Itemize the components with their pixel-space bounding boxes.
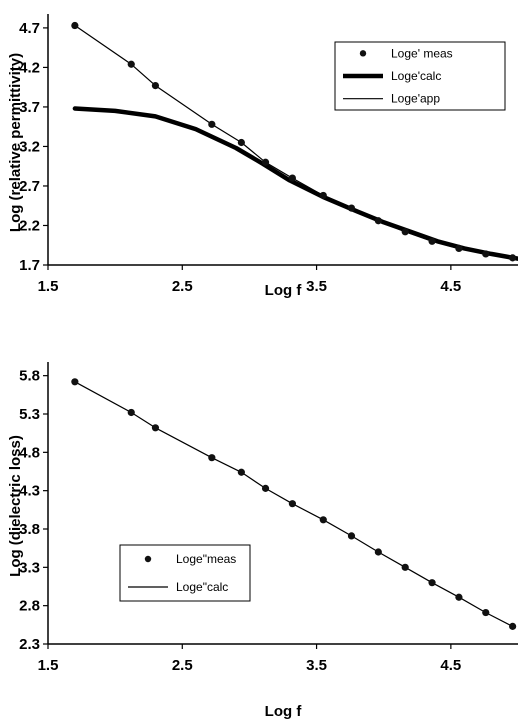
x-axis-title: Log f [265,282,303,299]
x-tick-label: 3.5 [306,278,327,295]
data-point [509,622,517,630]
y-axis-title: Log (relative permittivity) [7,53,24,232]
data-point [71,378,79,386]
y-tick-label: 3.8 [19,521,40,538]
data-point [482,608,490,617]
y-tick-label: 5.8 [19,368,40,385]
data-point [455,244,463,253]
data-point [288,500,296,508]
y-tick-label: 2.7 [19,178,40,195]
legend: Loge' meas Loge'calc Loge'app [334,41,506,111]
y-tick-label: 2.3 [19,636,40,653]
y-tick-label: 4.8 [19,444,40,461]
y-tick-label: 1.7 [19,257,40,274]
data-point [208,454,216,462]
y-tick-label: 4.3 [19,483,40,500]
y-tick-label: 2.2 [19,217,40,234]
data-point [347,204,356,212]
data-point [347,532,356,540]
plot-area [71,21,518,262]
data-point [428,237,436,245]
x-tick-label: 2.5 [172,278,193,295]
data-point [319,191,327,200]
legend-label: Loge'app [391,92,440,106]
data-point [455,593,463,601]
y-tick-label: 4.7 [19,20,40,37]
data-point [428,579,436,587]
legend-label: Loge' meas [391,46,453,60]
data-point [482,250,490,258]
y-tick-label: 3.3 [19,559,40,576]
data-point [374,548,382,556]
data-point [237,468,245,476]
legend-label: Loge'calc [391,69,441,83]
data-point [509,254,517,262]
data-point [261,484,270,492]
y-tick-label: 4.2 [19,59,40,76]
data-point [127,60,135,68]
x-tick-label: 4.5 [440,278,461,295]
data-point [208,120,216,128]
calc-series-line [72,106,518,261]
data-point [374,217,382,225]
legend-marker [144,555,152,563]
x-tick-label: 1.5 [38,278,59,295]
dielectric-loss-chart: 2.3 2.8 3.3 3.8 4.3 4.8 5.3 5.8 1.5 2.5 3.5 4.5 Log … [7,362,518,720]
legend-box [119,544,251,602]
data-point [261,158,270,166]
data-point [401,228,409,236]
data-point [401,563,409,571]
x-tick-label: 4.5 [440,657,461,674]
y-tick-label: 3.7 [19,99,40,116]
data-point [151,81,160,90]
data-point [151,424,160,432]
x-tick-label: 3.5 [306,657,327,674]
y-tick-label: 5.3 [19,406,40,423]
legend: Loge"meas Loge"calc [119,544,251,602]
data-point [71,21,79,30]
data-point [319,516,327,524]
plot-area [71,378,517,630]
data-point [288,174,296,182]
x-tick-label: 1.5 [38,657,59,674]
relative-permittivity-chart: 1.7 2.2 2.7 3.2 3.7 4.2 4.7 1.5 2.5 3.5 4.5 Log f Lo… [7,14,518,299]
legend-label: Loge"calc [176,580,228,594]
y-axis-title: Log (dielectric loss) [7,435,24,577]
data-point [237,138,245,147]
x-tick-label: 2.5 [172,657,193,674]
y-tick-label: 2.8 [19,598,40,615]
legend-marker [359,50,367,57]
y-tick-label: 3.2 [19,138,40,155]
legend-label: Loge"meas [176,552,236,566]
x-axis-title: Log f [265,703,303,720]
data-point [127,408,135,417]
